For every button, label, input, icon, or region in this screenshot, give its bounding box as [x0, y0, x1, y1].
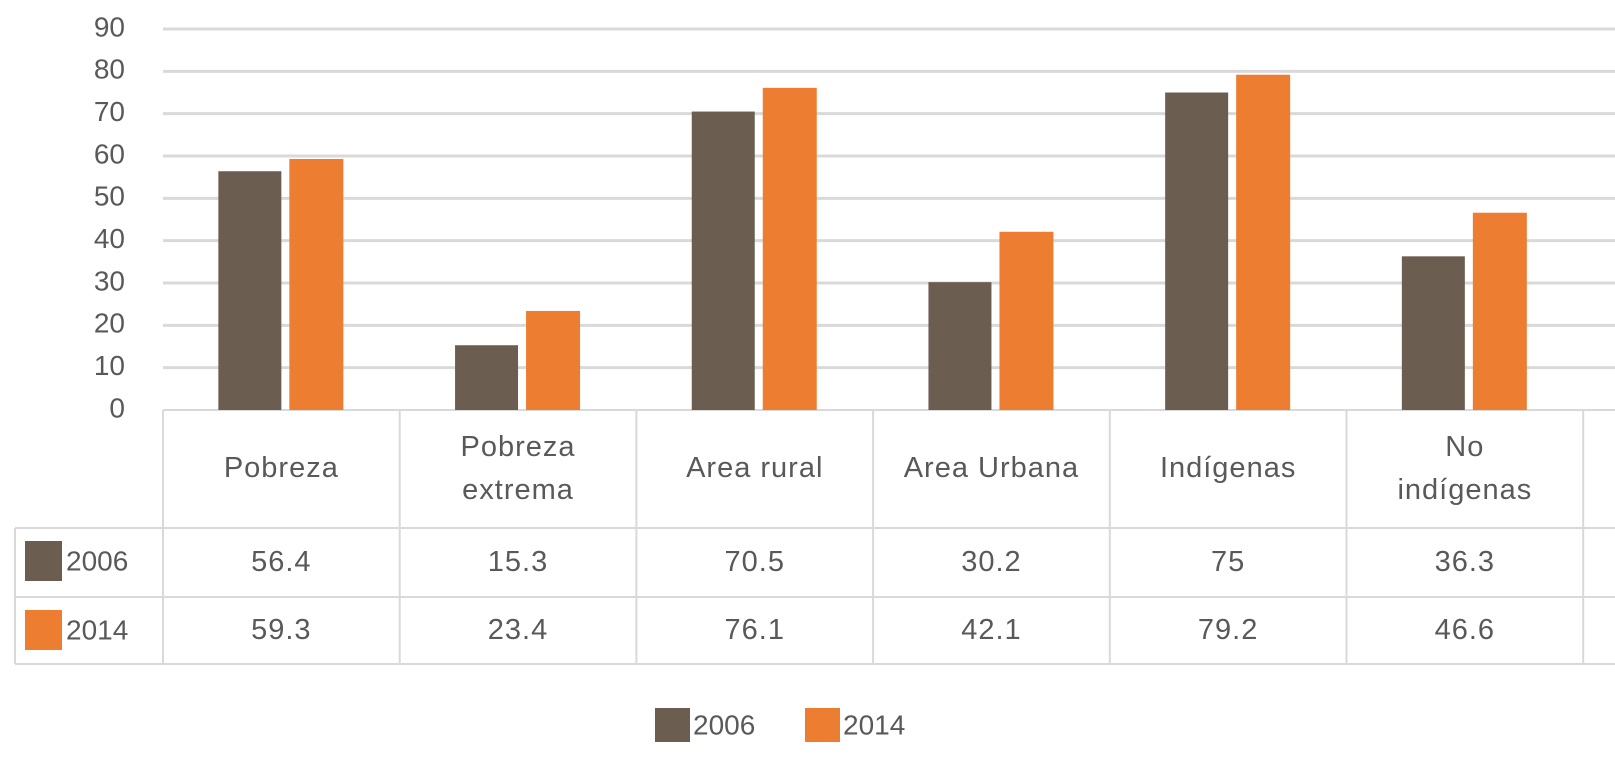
bar: [999, 231, 1054, 410]
y-tick-label: 20: [94, 308, 125, 339]
y-tick-label: 0: [109, 392, 125, 423]
category-label: Area Urbana: [903, 452, 1080, 485]
bar: [1472, 212, 1527, 410]
table-value: 79.2: [1197, 613, 1259, 646]
bar: [218, 171, 282, 410]
table-value: 36.3: [1434, 545, 1496, 578]
table-value: 75: [1211, 545, 1246, 578]
bar: [289, 158, 344, 410]
table-value: 70.5: [724, 545, 785, 578]
table-value: 15.3: [487, 545, 549, 578]
category-label: Pobreza: [223, 452, 339, 485]
table-value: 76.1: [724, 613, 785, 646]
y-tick-label: 70: [94, 96, 125, 127]
row-label: 2014: [66, 614, 128, 645]
table-value: 23.4: [487, 613, 549, 646]
bar: [928, 282, 992, 410]
table-value: 59.3: [251, 613, 312, 646]
bar: [455, 345, 519, 410]
category-label: Pobreza extrema: [460, 430, 576, 507]
legend-label: 2014: [843, 709, 905, 740]
y-tick-label: 80: [94, 54, 125, 85]
bar: [1236, 74, 1291, 410]
table-value: 46.6: [1434, 613, 1496, 646]
bar: [1165, 92, 1229, 410]
legend-label: 2006: [693, 709, 755, 740]
legend-key: [805, 708, 840, 742]
bar: [526, 310, 581, 410]
y-tick-label: 10: [94, 350, 125, 381]
row-key: [25, 610, 62, 650]
table-value: 30.2: [961, 545, 1022, 578]
bar: [1401, 256, 1465, 410]
category-label: No indígenas: [1397, 430, 1533, 507]
y-tick-label: 30: [94, 265, 125, 296]
category-label: Indígenas: [1159, 452, 1297, 485]
legend-key: [655, 708, 690, 742]
bar: [762, 87, 817, 411]
row-key: [25, 541, 62, 581]
row-label: 2006: [66, 545, 128, 576]
y-tick-label: 90: [94, 11, 125, 42]
bar: [691, 111, 755, 411]
category-label: Area rural: [686, 452, 824, 485]
table-value: 42.1: [961, 613, 1022, 646]
y-tick-label: 50: [94, 181, 125, 212]
y-tick-label: 60: [94, 138, 125, 169]
y-tick-label: 40: [94, 223, 125, 254]
table-value: 56.4: [251, 545, 312, 578]
